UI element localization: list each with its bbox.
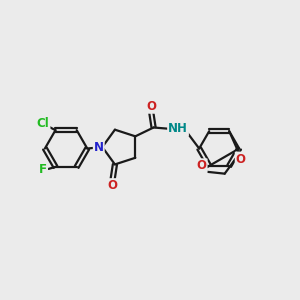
Text: O: O	[146, 100, 156, 113]
Text: NH: NH	[168, 122, 188, 136]
Text: O: O	[236, 152, 246, 166]
Text: O: O	[196, 159, 207, 172]
Text: N: N	[94, 141, 104, 154]
Text: O: O	[108, 179, 118, 192]
Text: Cl: Cl	[37, 117, 50, 130]
Text: F: F	[39, 163, 47, 176]
